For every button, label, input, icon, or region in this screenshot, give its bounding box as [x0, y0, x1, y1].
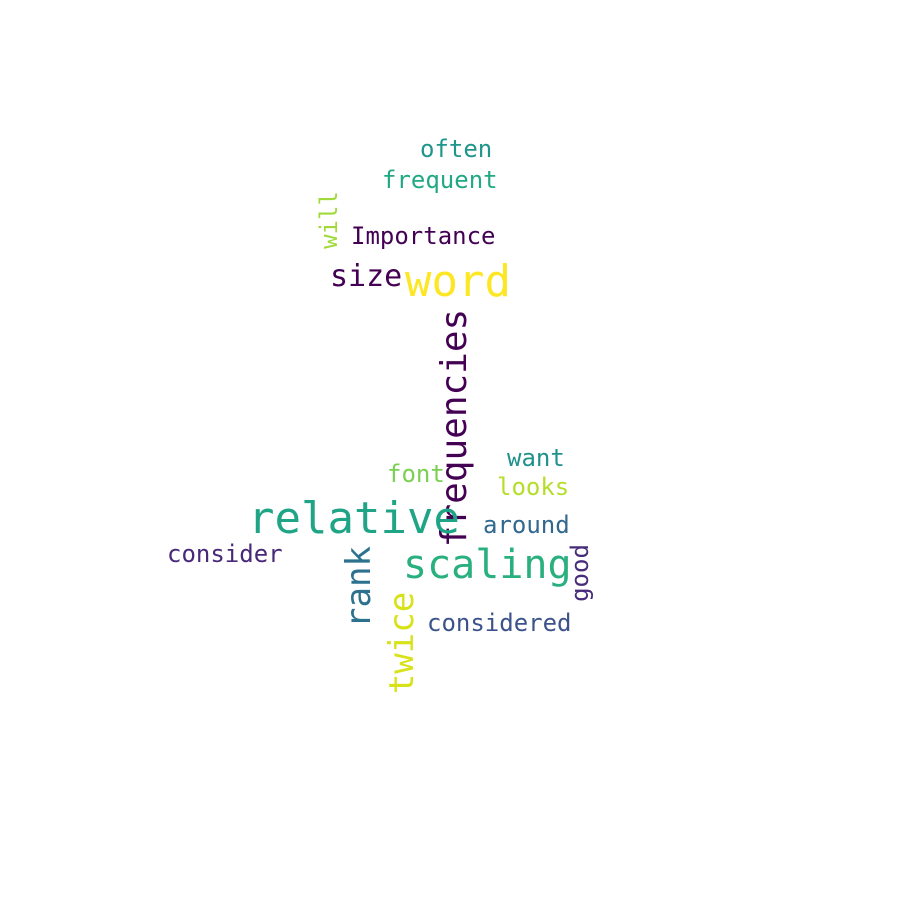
- word-twice: twice: [382, 591, 423, 695]
- word-around: around: [483, 511, 570, 539]
- word-considered: considered: [427, 609, 572, 637]
- word-good: good: [565, 544, 594, 602]
- word-scaling: scaling: [403, 542, 572, 588]
- word-size: size: [330, 259, 403, 294]
- word-importance: Importance: [351, 222, 496, 250]
- word-relative: relative: [248, 493, 460, 544]
- word-looks: looks: [497, 473, 570, 501]
- word-font: font: [387, 460, 445, 488]
- word-consider: consider: [167, 540, 283, 568]
- word-often: often: [420, 135, 493, 163]
- word-rank: rank: [338, 546, 379, 628]
- word-want: want: [507, 444, 565, 472]
- word-frequent: frequent: [382, 166, 498, 194]
- word-word: word: [405, 256, 511, 307]
- word-will: will: [314, 191, 343, 249]
